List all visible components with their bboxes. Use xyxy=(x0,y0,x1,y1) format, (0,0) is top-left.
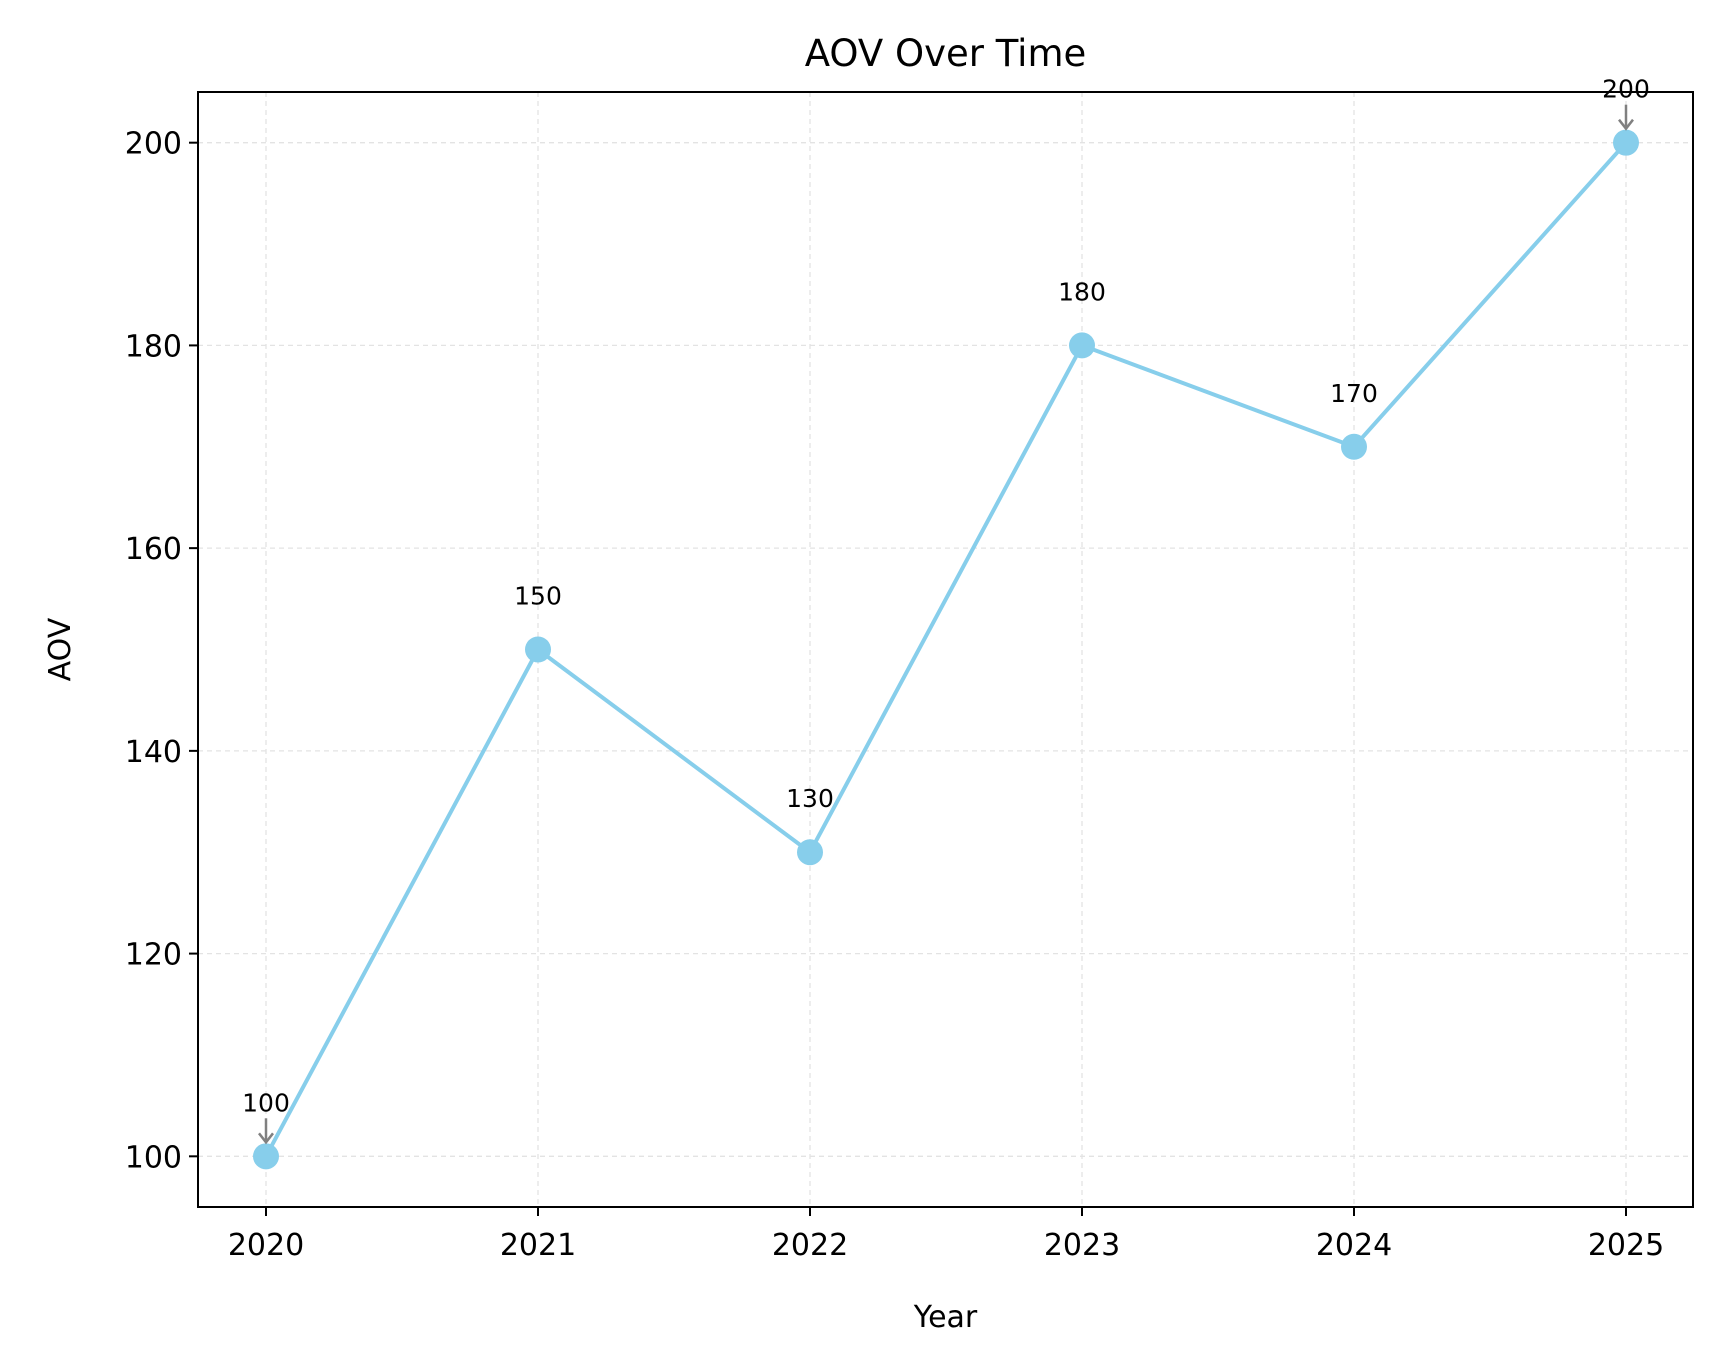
series-line xyxy=(264,141,1628,1158)
data-point xyxy=(253,1143,279,1170)
data-point xyxy=(797,839,823,866)
y-tick-label: 100 xyxy=(125,1140,182,1175)
data-label: 170 xyxy=(1330,379,1378,408)
plot-frame xyxy=(197,91,1694,1208)
data-point xyxy=(525,636,551,663)
data-label: 180 xyxy=(1058,277,1106,306)
x-tick-label: 2024 xyxy=(1316,1228,1392,1263)
data-point xyxy=(1613,129,1639,156)
series-layer xyxy=(253,129,1639,1170)
data-point xyxy=(1069,332,1095,359)
x-tick-label: 2021 xyxy=(500,1228,576,1263)
data-label: 100 xyxy=(242,1088,290,1117)
y-tick-label: 180 xyxy=(125,329,182,364)
data-point xyxy=(1341,433,1367,460)
grid xyxy=(198,92,1693,1207)
y-tick-label: 140 xyxy=(125,735,182,770)
y-tick-label: 120 xyxy=(125,938,182,973)
axis-layer: 2020 2021 2022 2023 2024 2025 100 120 140 160 180 2… xyxy=(125,127,1664,1263)
x-tick-label: 2020 xyxy=(228,1228,304,1263)
x-tick-label: 2023 xyxy=(1044,1228,1120,1263)
x-axis-title: Year xyxy=(913,1300,978,1335)
y-tick-label: 200 xyxy=(125,127,182,162)
x-tick-label: 2022 xyxy=(772,1228,848,1263)
y-axis-title: AOV xyxy=(43,617,78,681)
annotation-layer: 100 150 130 180 170 200 xyxy=(242,75,1650,1145)
annotation-arrow-head xyxy=(1618,118,1634,131)
y-tick-label: 160 xyxy=(125,532,182,567)
chart-title: AOV Over Time xyxy=(805,32,1087,75)
annotation-arrow-head xyxy=(258,1132,274,1145)
data-label: 130 xyxy=(786,784,834,813)
x-tick-label: 2025 xyxy=(1588,1228,1664,1263)
data-label: 200 xyxy=(1602,75,1650,104)
data-label: 150 xyxy=(514,582,562,611)
